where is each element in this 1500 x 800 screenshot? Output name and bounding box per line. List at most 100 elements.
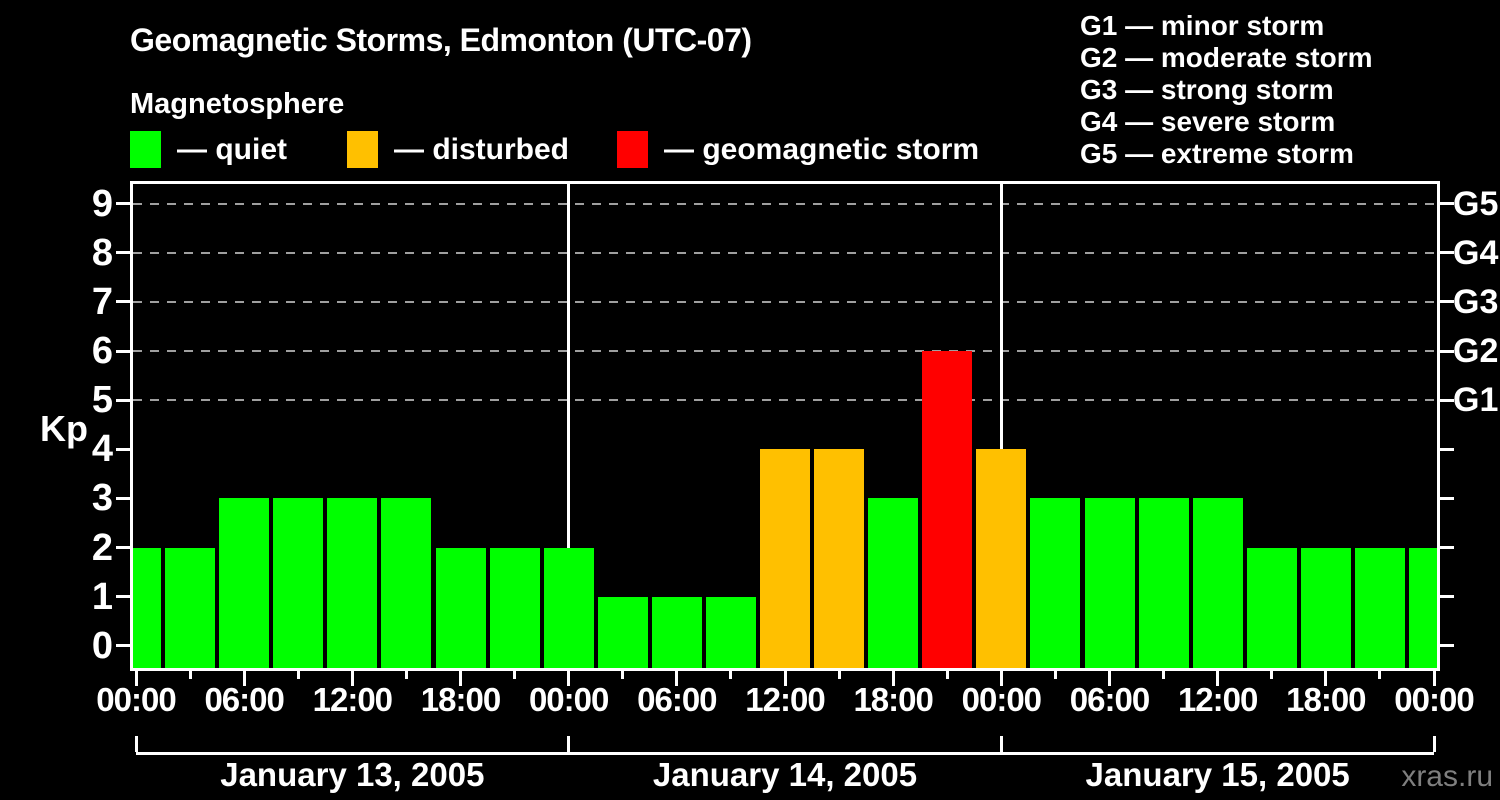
right-axis-tick [1440, 349, 1454, 353]
x-axis-tick-label: 06:00 [1069, 681, 1150, 718]
gridline-kp-6 [133, 350, 1437, 353]
day-bracket-riser [999, 736, 1003, 752]
y-axis-tick-label: 2 [91, 526, 113, 569]
x-axis-tick-label: 12:00 [1177, 681, 1258, 718]
date-label: January 13, 2005 [220, 756, 485, 793]
kp-bar [922, 351, 973, 668]
legend-item-storm: — geomagnetic storm [617, 131, 979, 168]
y-axis-tick-label: 5 [91, 379, 113, 422]
x-axis-tick [242, 671, 246, 686]
x-axis-tick [783, 671, 787, 686]
quiet-color-swatch-icon [130, 131, 161, 168]
kp-bar [868, 498, 919, 668]
x-axis-tick [1108, 671, 1111, 686]
date-label: January 14, 2005 [652, 756, 918, 793]
kp-bar [976, 449, 1027, 668]
x-axis-tick [891, 671, 895, 686]
x-axis-tick [513, 671, 517, 679]
x-axis-tick-label: 12:00 [745, 681, 825, 718]
gridline-kp-5 [133, 399, 1437, 402]
x-axis-tick-label: 06:00 [204, 681, 284, 718]
y-axis-tick-label: 3 [91, 477, 113, 520]
x-axis-tick [999, 671, 1003, 686]
legend-item-disturbed: — disturbed [347, 131, 569, 168]
kp-bar [273, 498, 324, 668]
right-axis-tick [1440, 644, 1454, 648]
right-axis-tick [1440, 300, 1454, 304]
legend-item-label: — disturbed [394, 132, 570, 166]
legend-item-label: — quiet [177, 132, 287, 166]
day-bracket-riser [1432, 736, 1436, 752]
g-legend-item: G5 — extreme storm [1080, 138, 1354, 169]
x-axis-tick [837, 671, 841, 679]
x-axis-tick [459, 671, 462, 686]
x-axis-tick [296, 671, 300, 679]
y-axis-tick-label: 1 [91, 575, 113, 618]
x-axis-tick [188, 671, 192, 679]
g-scale-axis-label: G3 [1453, 282, 1499, 321]
y-axis-tick [116, 251, 130, 255]
y-axis-tick-label: 0 [91, 624, 113, 667]
y-axis-tick [116, 300, 130, 304]
day-bracket-line [136, 752, 569, 755]
x-axis-tick [729, 671, 733, 679]
watermark: xras.ru [1401, 760, 1493, 793]
g-legend-item: G3 — strong storm [1080, 74, 1334, 105]
right-axis-tick [1440, 496, 1454, 500]
kp-bar [133, 547, 161, 668]
disturbed-color-swatch-icon [347, 131, 378, 168]
kp-bar-chart-plot-area: 0 1 2 3 4 5 6 7 8 9 G5 G4 G3 G2 G1 00:00 06:00 12:00 18:00… [92, 181, 1498, 793]
kp-bar [814, 449, 865, 668]
x-axis-tick-label: 12:00 [312, 681, 393, 718]
x-axis-tick [350, 671, 354, 686]
g-scale-axis-label: G2 [1453, 332, 1499, 371]
y-axis-tick [116, 398, 130, 402]
kp-bar [1192, 498, 1243, 668]
x-axis-tick-label: 00:00 [528, 681, 609, 718]
day-bracket-line [1001, 752, 1434, 755]
y-axis-tick [116, 447, 130, 451]
x-axis-tick [1162, 671, 1166, 679]
gridline-kp-9 [133, 202, 1437, 205]
g-legend-item: G4 — severe storm [1080, 106, 1336, 137]
kp-bar [597, 596, 648, 668]
x-axis-tick [675, 671, 679, 686]
day-bracket-riser [567, 736, 571, 752]
bars-layer [133, 184, 1437, 668]
x-axis-tick [621, 671, 625, 679]
kp-bar [705, 596, 756, 668]
kp-axis-label: Kp [40, 408, 88, 449]
x-axis-tick [1378, 671, 1382, 679]
right-axis-tick [1440, 251, 1454, 255]
kp-bar [1084, 498, 1135, 668]
x-axis-tick [134, 671, 138, 686]
x-axis-tick-label: 00:00 [961, 681, 1042, 718]
y-axis-tick [116, 202, 130, 206]
kp-bar [1409, 547, 1437, 668]
legend-item-label: — geomagnetic storm [664, 132, 980, 166]
kp-bar [1246, 547, 1297, 668]
kp-bar [1030, 498, 1081, 668]
gridline-kp-7 [133, 300, 1437, 303]
x-axis-tick [1432, 671, 1436, 686]
kp-bar [651, 596, 702, 668]
y-axis-tick [116, 644, 130, 648]
right-axis-tick [1440, 202, 1454, 206]
y-axis-tick [116, 595, 130, 599]
kp-bar [1300, 547, 1351, 668]
right-axis-tick [1440, 398, 1454, 402]
g-scale-axis-label: G1 [1453, 381, 1499, 420]
right-axis-tick [1440, 595, 1454, 599]
x-axis-tick-label: 00:00 [96, 681, 176, 718]
x-axis-tick [1053, 671, 1057, 679]
kp-bar [435, 547, 486, 668]
x-axis-tick [404, 671, 408, 679]
day-bracket-riser [134, 736, 138, 752]
kp-bar [381, 498, 432, 668]
y-axis-tick-label: 8 [91, 231, 113, 274]
kp-bar [760, 449, 810, 668]
y-axis-tick [116, 546, 130, 550]
x-axis-tick [1216, 671, 1220, 686]
x-axis-tick [1324, 671, 1328, 686]
g-scale-legend: G1 — minor storm G2 — moderate storm G3 — … [1080, 10, 1373, 170]
